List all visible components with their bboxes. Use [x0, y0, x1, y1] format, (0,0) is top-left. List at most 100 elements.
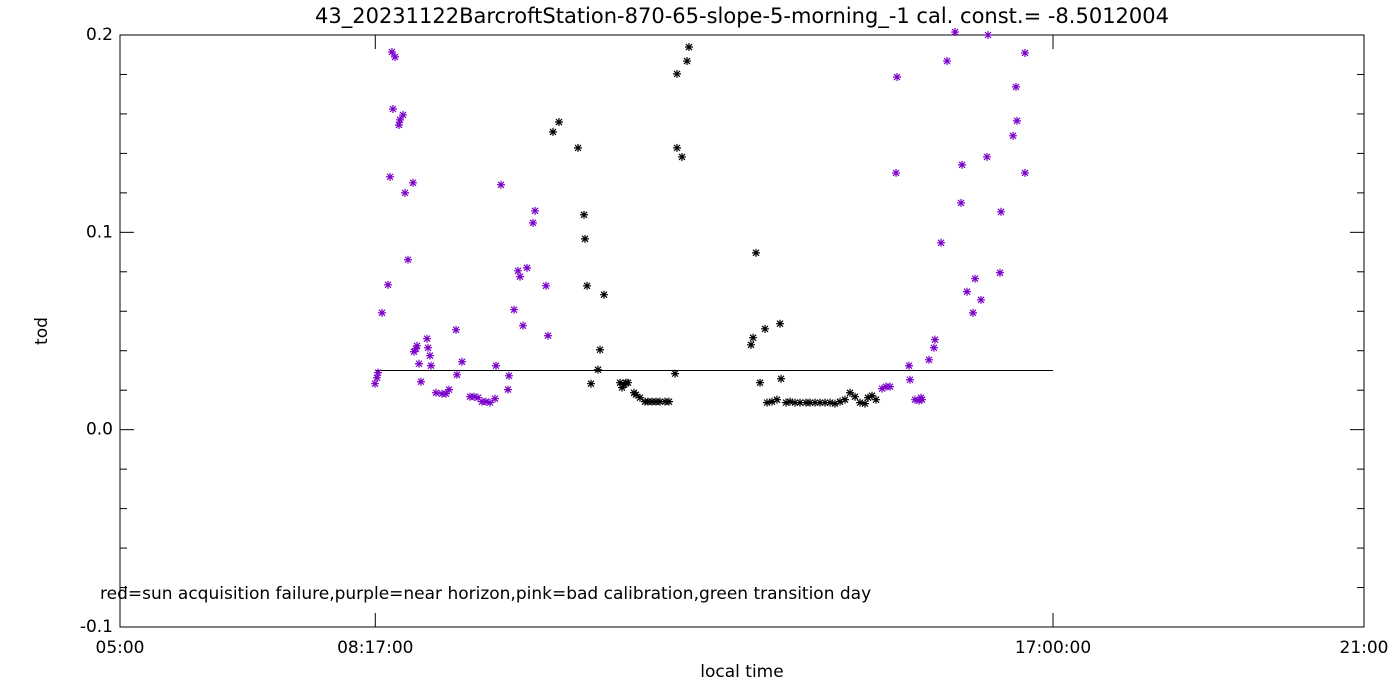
data-point	[791, 398, 800, 407]
data-point	[747, 340, 756, 349]
data-point	[878, 384, 887, 393]
data-point	[384, 280, 393, 289]
data-point	[401, 188, 410, 197]
data-point	[968, 308, 977, 317]
data-point	[977, 295, 986, 304]
plot-frame	[119, 34, 1365, 628]
data-point	[1021, 48, 1030, 57]
data-point	[951, 28, 960, 37]
y-tick-label: -0.1	[80, 617, 113, 637]
data-point	[957, 198, 966, 207]
data-point	[378, 308, 387, 317]
data-point	[486, 398, 495, 407]
data-point	[416, 377, 425, 386]
data-point	[815, 398, 824, 407]
data-point	[664, 397, 673, 406]
data-point	[761, 324, 770, 333]
data-point	[836, 397, 845, 406]
data-point	[518, 321, 527, 330]
data-point	[458, 357, 467, 366]
data-point	[431, 388, 440, 397]
data-point	[776, 319, 785, 328]
data-point	[801, 398, 810, 407]
data-point	[917, 395, 926, 404]
data-point	[442, 389, 451, 398]
data-point	[403, 255, 412, 264]
data-point	[491, 361, 500, 370]
data-point	[424, 343, 433, 352]
data-point	[481, 397, 490, 406]
data-point	[514, 266, 523, 275]
data-point	[409, 347, 418, 356]
data-point	[445, 385, 454, 394]
data-point	[673, 143, 682, 152]
data-point	[594, 365, 603, 374]
data-point	[581, 234, 590, 243]
data-point	[399, 110, 408, 119]
data-point	[427, 361, 435, 370]
data-point	[452, 370, 461, 379]
data-point	[1021, 168, 1030, 177]
data-point	[943, 57, 952, 66]
data-point	[523, 263, 532, 272]
data-point	[851, 392, 860, 401]
data-point	[583, 281, 592, 290]
data-point	[391, 52, 400, 61]
data-point	[632, 390, 641, 399]
data-point	[616, 378, 625, 387]
data-point	[587, 379, 596, 388]
data-point	[1011, 82, 1020, 91]
data-point	[490, 394, 499, 403]
data-point	[1013, 116, 1022, 125]
data-point	[971, 274, 980, 283]
data-point	[554, 118, 563, 127]
data-point	[856, 398, 865, 407]
data-point	[845, 388, 854, 397]
x-tick-label: 21:00	[1340, 638, 1389, 658]
data-point	[684, 43, 693, 52]
y-tick-label: 0.2	[86, 25, 113, 45]
data-point	[548, 127, 557, 136]
data-point	[599, 290, 608, 299]
data-point	[910, 395, 919, 404]
data-point	[413, 341, 422, 350]
data-point	[510, 305, 519, 314]
data-point	[452, 325, 461, 334]
data-point	[772, 395, 781, 404]
data-point	[777, 374, 786, 383]
data-point	[409, 178, 418, 187]
data-point	[984, 31, 993, 39]
data-point	[644, 397, 653, 406]
annotation: red=sun acquisition failure,purple=near …	[100, 584, 871, 604]
data-point	[841, 395, 850, 404]
data-point	[425, 351, 434, 360]
data-point	[886, 382, 895, 391]
data-point	[469, 392, 478, 401]
data-point	[504, 371, 513, 380]
data-point	[796, 398, 805, 407]
data-point	[893, 73, 902, 82]
data-point	[387, 47, 396, 56]
x-tick-label: 08:17:00	[337, 638, 413, 658]
data-point	[529, 218, 538, 227]
data-point	[749, 333, 758, 342]
data-point	[786, 397, 795, 406]
data-point	[881, 382, 890, 391]
data-point	[411, 344, 420, 353]
data-point	[995, 268, 1004, 277]
data-point	[372, 373, 381, 382]
data-point	[782, 398, 791, 407]
data-point	[915, 396, 924, 405]
y-tick-label: 0.0	[86, 420, 113, 440]
data-point	[541, 281, 550, 290]
data-point	[892, 168, 901, 177]
data-point	[373, 368, 382, 377]
x-tick-label: 17:00:00	[1015, 638, 1091, 658]
data-point	[1009, 131, 1018, 140]
chart-title: 43_20231122BarcroftStation-870-65-slope-…	[315, 4, 1169, 29]
data-point	[474, 393, 483, 402]
data-point	[673, 69, 682, 78]
data-point	[906, 375, 915, 384]
data-point	[655, 397, 664, 406]
x-axis-label: local time	[700, 662, 783, 682]
